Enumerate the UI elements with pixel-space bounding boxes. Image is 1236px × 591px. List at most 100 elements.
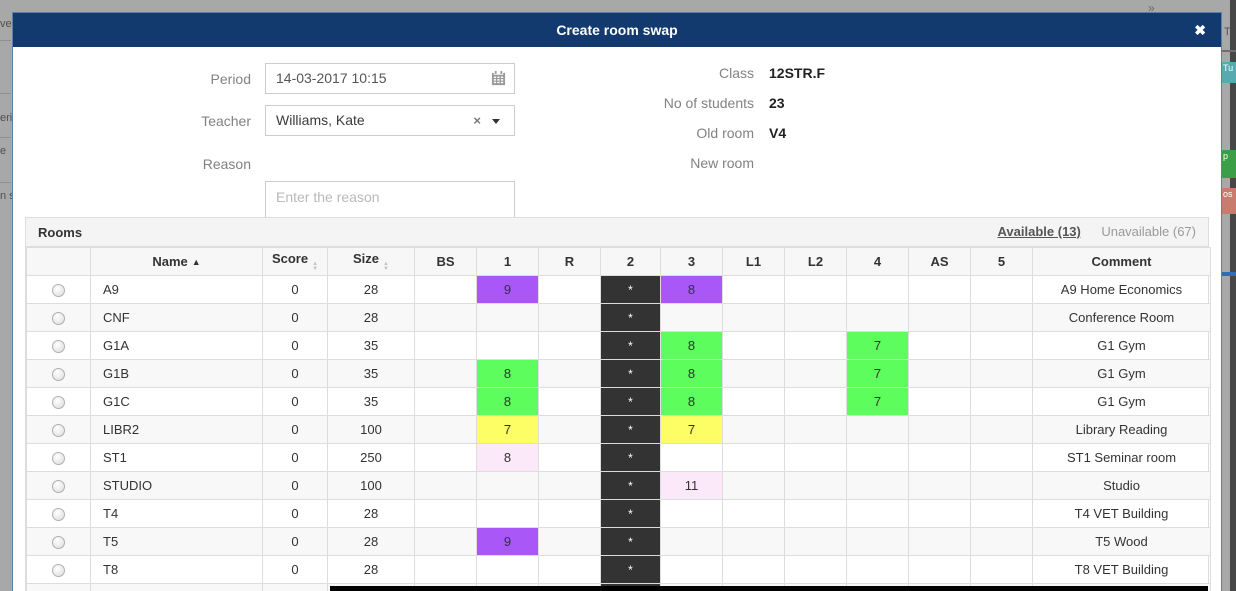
period-cell-2: *: [600, 555, 661, 584]
close-icon[interactable]: ✖: [1194, 22, 1206, 38]
table-row[interactable]: G1A 0 35 * 8 7 G1 Gym: [26, 331, 1211, 360]
period-cell-AS: [908, 415, 971, 444]
period-cell-L1: [722, 303, 785, 332]
period-cell-2: *: [600, 303, 661, 332]
room-name-cell: STUDIO: [90, 471, 263, 500]
backdrop-divider: [0, 182, 11, 183]
room-radio[interactable]: [52, 536, 65, 550]
calendar-icon[interactable]: [491, 71, 506, 91]
room-select-cell: [26, 443, 91, 472]
table-row[interactable]: T5 0 28 9 * T5 Wood: [26, 527, 1211, 556]
period-cell-L2: [784, 555, 847, 584]
room-radio[interactable]: [52, 424, 65, 438]
room-size-cell: 100: [327, 415, 415, 444]
room-size-cell: 28: [327, 527, 415, 556]
room-radio[interactable]: [52, 368, 65, 382]
tab-unavailable[interactable]: Unavailable (67): [1101, 224, 1196, 239]
period-cell-L1: [722, 359, 785, 388]
table-row[interactable]: T4 0 28 * T4 VET Building: [26, 499, 1211, 528]
col-header-r: R: [538, 247, 601, 276]
period-cell-AS: [908, 387, 971, 416]
table-row[interactable]: STUDIO 0 100 * 11 Studio: [26, 471, 1211, 500]
period-cell-4: 7: [846, 359, 909, 388]
period-cell-4: [846, 555, 909, 584]
room-size-cell: 250: [327, 443, 415, 472]
room-radio[interactable]: [52, 564, 65, 578]
backdrop-cell-green: p: [1222, 150, 1236, 178]
room-select-cell: [26, 471, 91, 500]
teacher-select[interactable]: Williams, Kate ×: [265, 105, 515, 136]
room-size-cell: 35: [327, 331, 415, 360]
period-cell-BS: [414, 527, 477, 556]
table-row[interactable]: A9 0 28 9 * 8 A9 Home Economics: [26, 275, 1211, 304]
class-value: 12STR.F: [769, 65, 826, 81]
room-radio[interactable]: [52, 508, 65, 522]
period-cell-2: *: [600, 387, 661, 416]
col-header-label: 5: [997, 254, 1006, 269]
room-radio[interactable]: [52, 396, 65, 410]
period-cell-L1: [722, 275, 785, 304]
period-cell-1: 9: [476, 527, 539, 556]
room-select-cell: [26, 275, 91, 304]
rooms-panel: Rooms Available (13) Unavailable (67) Na…: [25, 217, 1211, 591]
period-cell-1: 8: [476, 359, 539, 388]
period-cell-5: [970, 331, 1033, 360]
period-cell-L2: [784, 303, 847, 332]
chevron-down-icon[interactable]: [492, 119, 500, 124]
clipped-row-overlay: [330, 586, 1208, 591]
room-radio[interactable]: [52, 452, 65, 466]
col-header-score[interactable]: Score ▲ ▼: [262, 247, 328, 276]
col-header-label: Size: [353, 251, 380, 266]
period-input[interactable]: 14-03-2017 10:15: [265, 63, 515, 94]
room-score-cell: 0: [262, 527, 328, 556]
clear-icon[interactable]: ×: [473, 113, 481, 128]
room-name-cell: A9: [90, 275, 263, 304]
period-cell-5: [970, 443, 1033, 472]
period-cell-3: 8: [660, 331, 723, 360]
col-header-size[interactable]: Size ▲ ▼: [327, 247, 415, 276]
col-header-label: Name: [152, 254, 188, 269]
period-cell-5: [970, 415, 1033, 444]
period-cell-L1: [722, 527, 785, 556]
period-cell-1: 8: [476, 387, 539, 416]
col-header-4: 4: [846, 247, 909, 276]
period-cell-R: [538, 443, 601, 472]
period-cell-AS: [908, 555, 971, 584]
col-header-name[interactable]: Name ▲: [90, 247, 263, 276]
period-cell-3: 11: [660, 471, 723, 500]
col-header-label: Score: [271, 251, 309, 266]
backdrop-divider: [0, 137, 11, 138]
period-cell-4: [846, 443, 909, 472]
room-comment-cell: T8 VET Building: [1032, 555, 1211, 584]
room-name-cell: T8: [90, 555, 263, 584]
period-cell-L1: [722, 499, 785, 528]
table-row[interactable]: CNF 0 28 * Conference Room: [26, 303, 1211, 332]
table-row[interactable]: LIBR2 0 100 7 * 7 Library Reading: [26, 415, 1211, 444]
tab-available[interactable]: Available (13): [997, 224, 1081, 239]
room-radio[interactable]: [52, 312, 65, 326]
backdrop-fragment-left-2: eri: [0, 112, 13, 124]
period-cell-R: [538, 331, 601, 360]
room-radio[interactable]: [52, 284, 65, 298]
table-row[interactable]: G1B 0 35 8 * 8 7 G1 Gym: [26, 359, 1211, 388]
period-cell-5: [970, 555, 1033, 584]
period-cell-5: [970, 303, 1033, 332]
room-size-cell: 100: [327, 471, 415, 500]
col-header-label: L2: [807, 254, 824, 269]
table-row[interactable]: G1C 0 35 8 * 8 7 G1 Gym: [26, 387, 1211, 416]
period-cell-L2: [784, 275, 847, 304]
table-row[interactable]: ST1 0 250 8 * ST1 Seminar room: [26, 443, 1211, 472]
room-select-cell: [26, 555, 91, 584]
room-name-cell: LIBR2: [90, 415, 263, 444]
room-size-cell: 28: [327, 275, 415, 304]
backdrop-cell-teal: Tu: [1222, 62, 1236, 83]
period-cell-4: [846, 415, 909, 444]
col-header-3: 3: [660, 247, 723, 276]
room-radio[interactable]: [52, 480, 65, 494]
rooms-title: Rooms: [38, 224, 83, 240]
old-room-label: Old room: [696, 125, 754, 141]
room-comment-cell: T4 VET Building: [1032, 499, 1211, 528]
table-row[interactable]: T8 0 28 * T8 VET Building: [26, 555, 1211, 584]
col-header-bs: BS: [414, 247, 477, 276]
room-radio[interactable]: [52, 340, 65, 354]
